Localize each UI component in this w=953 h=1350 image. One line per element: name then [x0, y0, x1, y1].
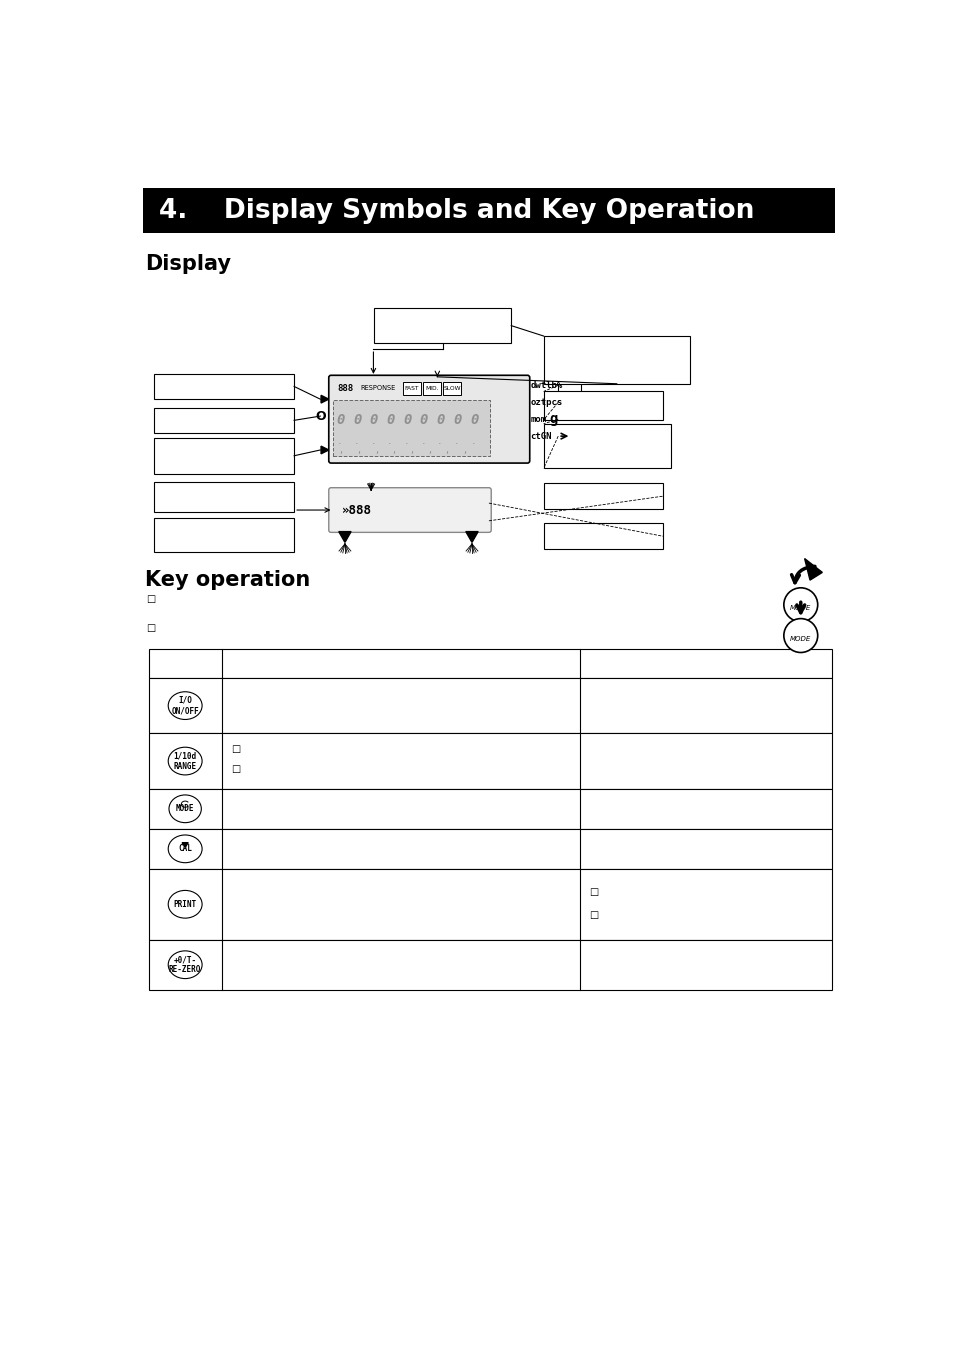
Ellipse shape [168, 836, 202, 863]
Text: 888: 888 [336, 383, 353, 393]
Polygon shape [321, 396, 329, 404]
Text: 0: 0 [386, 413, 395, 427]
Circle shape [783, 618, 817, 652]
Bar [143, 188, 834, 232]
Circle shape [783, 587, 817, 622]
Text: 0: 0 [436, 413, 444, 427]
Text: ,: , [410, 446, 413, 455]
Text: □: □ [231, 744, 240, 753]
Text: ctGN: ctGN [530, 432, 552, 440]
Polygon shape [465, 532, 477, 543]
Text: 0: 0 [336, 413, 344, 427]
Bar [153, 482, 294, 513]
Bar [543, 392, 662, 420]
Bar [149, 829, 831, 869]
Text: Key operation: Key operation [145, 570, 310, 590]
Ellipse shape [168, 747, 202, 775]
Bar [149, 940, 831, 990]
Bar [422, 382, 440, 394]
Polygon shape [338, 532, 351, 543]
Text: ,: , [427, 446, 431, 455]
Bar [374, 308, 511, 343]
Text: Display: Display [145, 254, 231, 274]
Text: I/O
ON/OFF: I/O ON/OFF [172, 695, 199, 716]
Text: 1/10d
RANGE: 1/10d RANGE [173, 752, 196, 771]
Text: ,: , [375, 446, 377, 455]
Ellipse shape [169, 795, 201, 822]
Text: ,: , [463, 446, 466, 455]
Bar [149, 788, 831, 829]
Text: 0: 0 [470, 413, 477, 427]
Bar [543, 336, 689, 383]
Bar [402, 382, 420, 394]
Text: ·: · [437, 439, 441, 448]
Text: +0/T-
RE-ZERO: +0/T- RE-ZERO [169, 954, 201, 975]
Text: »888: »888 [341, 504, 372, 517]
Text: RESPONSE: RESPONSE [360, 385, 395, 391]
Bar [558, 378, 580, 394]
Text: ,: , [356, 446, 360, 455]
Text: g: g [548, 412, 557, 427]
Bar [543, 483, 662, 509]
Text: 0: 0 [353, 413, 361, 427]
Polygon shape [182, 842, 188, 848]
Text: ·: · [421, 439, 425, 448]
Text: 0: 0 [403, 413, 411, 427]
Text: 4.    Display Symbols and Key Operation: 4. Display Symbols and Key Operation [158, 197, 753, 224]
Text: PRINT: PRINT [173, 900, 196, 909]
Text: □: □ [588, 910, 598, 919]
Text: CAL: CAL [178, 844, 192, 853]
Text: 0: 0 [370, 413, 377, 427]
Text: □: □ [588, 887, 598, 896]
Text: ·: · [455, 439, 458, 448]
Bar [153, 518, 294, 552]
Text: □: □ [231, 764, 240, 775]
Bar [543, 424, 670, 468]
Text: ·: · [471, 439, 475, 448]
Text: ·: · [337, 439, 341, 448]
Text: ,: , [339, 446, 342, 455]
Ellipse shape [168, 691, 202, 720]
Text: oztpcs: oztpcs [530, 398, 562, 406]
Text: ·: · [355, 439, 358, 448]
FancyBboxPatch shape [329, 375, 529, 463]
Text: MODE: MODE [789, 636, 811, 641]
Text: mom: mom [530, 414, 546, 424]
Text: 0: 0 [453, 413, 461, 427]
Bar [153, 408, 294, 433]
Bar [153, 374, 294, 400]
Bar [149, 733, 831, 788]
Text: 0: 0 [419, 413, 428, 427]
Bar [333, 400, 489, 456]
Text: SLOW: SLOW [443, 386, 460, 391]
Text: FAST: FAST [404, 386, 418, 391]
Text: MODE: MODE [789, 605, 811, 610]
Text: ,: , [445, 446, 448, 455]
Text: ·: · [371, 439, 375, 448]
Text: □: □ [146, 622, 155, 633]
Bar [543, 524, 662, 548]
Polygon shape [321, 446, 329, 454]
Polygon shape [803, 559, 821, 580]
Bar [149, 869, 831, 940]
Text: ,: , [392, 446, 395, 455]
Text: □: □ [146, 594, 155, 605]
Text: MODE: MODE [175, 805, 194, 813]
Text: dwtlb%: dwtlb% [530, 381, 562, 390]
Text: ·: · [404, 439, 408, 448]
Ellipse shape [168, 950, 202, 979]
Bar [149, 678, 831, 733]
Bar [442, 382, 460, 394]
Text: MID.: MID. [425, 386, 438, 391]
Ellipse shape [168, 891, 202, 918]
Text: O: O [314, 409, 325, 423]
Bar [149, 648, 831, 678]
Text: ·: · [388, 439, 392, 448]
Bar [153, 437, 294, 474]
FancyBboxPatch shape [329, 487, 491, 532]
